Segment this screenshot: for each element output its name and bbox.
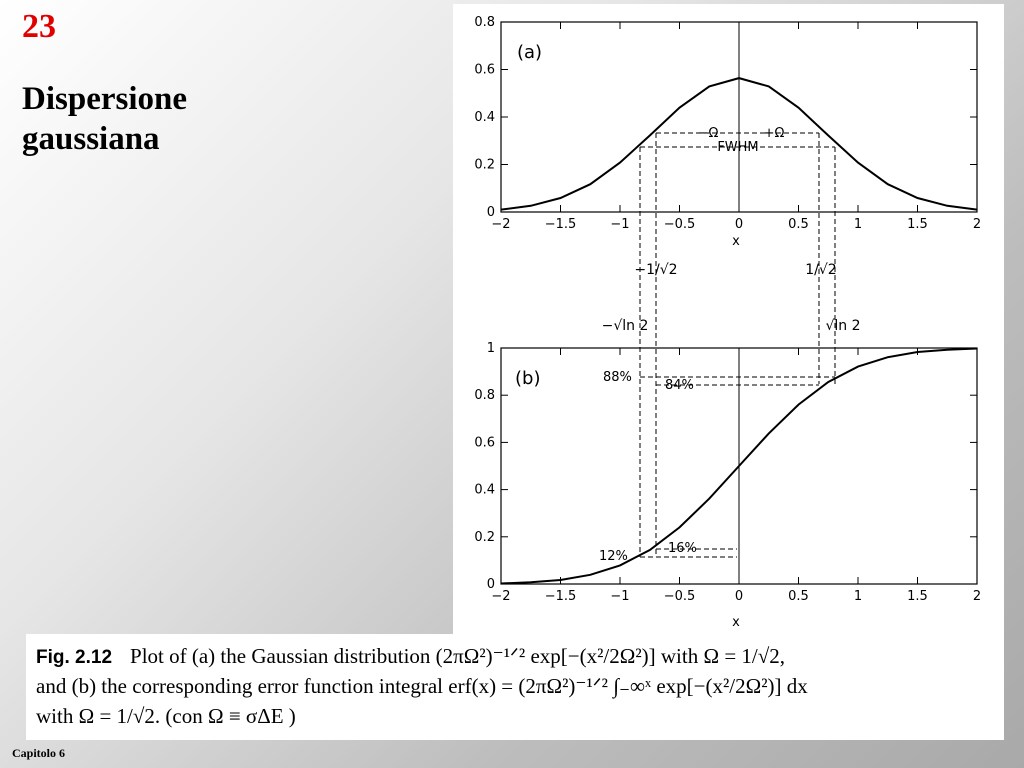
figure-svg: (a) x −2 −1.5 −1 −0.5 0 0.5 1 1.5 2 0 0.2 0.4 0.6 0.… <box>474 15 981 630</box>
plot-b-ytick-label: 0 <box>487 577 495 592</box>
plot-b-xtick-label: −2 <box>491 589 510 604</box>
plot-a-xlabel: x <box>732 234 740 249</box>
plot-b-xtick-label: −1 <box>610 589 629 604</box>
plot-b-xlabel: x <box>732 615 740 630</box>
pos-inv-sqrt2-label: 1/√2 <box>805 262 836 278</box>
plot-b-ytick-label: 0.2 <box>474 530 495 545</box>
omega-minus-label: −Ω <box>698 126 719 141</box>
caption-figure-label: Fig. 2.12 <box>36 647 113 668</box>
plot-b-xtick-label: 0.5 <box>788 589 809 604</box>
caption-line-3: with Ω = 1/√2. (con Ω ≡ σΔE ) <box>36 704 296 728</box>
neg-inv-sqrt2-label: −1/√2 <box>634 262 677 278</box>
plot-a-xtick-label: −1 <box>610 217 629 232</box>
plot-a-panel-label: (a) <box>517 42 542 63</box>
plot-a-ytick-label: 0.2 <box>474 158 495 173</box>
plot-b-ytick-label: 0.6 <box>474 435 495 450</box>
plot-a-ytick-label: 0.4 <box>474 110 495 125</box>
fwhm-label: FWHM <box>717 140 758 155</box>
pos-sqrt-ln2-label: √ln 2 <box>825 318 860 334</box>
plot-b-xtick-label: 1.5 <box>907 589 928 604</box>
plot-a-xtick-label: −0.5 <box>664 217 696 232</box>
plot-a-xtick-label: 1 <box>854 217 862 232</box>
omega-plus-label: +Ω <box>764 126 785 141</box>
pct-88-label: 88% <box>603 370 632 385</box>
caption-line-2: and (b) the corresponding error function… <box>36 674 808 698</box>
plot-a-xtick-label: 1.5 <box>907 217 928 232</box>
plot-a-ytick-label: 0.6 <box>474 63 495 78</box>
plot-a-ytick-label: 0.8 <box>474 15 495 30</box>
pct-12-label: 12% <box>599 549 628 564</box>
plot-a-xtick-label: −2 <box>491 217 510 232</box>
plot-b-xtick-label: 0 <box>735 589 743 604</box>
plot-a-xtick-label: 0 <box>735 217 743 232</box>
guide-lines <box>639 133 836 557</box>
plot-b-xtick-label: −0.5 <box>664 589 696 604</box>
plot-a-ytick-label: 0 <box>487 205 495 220</box>
plot-a-xtick-label: 0.5 <box>788 217 809 232</box>
plot-a-xtick-label: 2 <box>973 217 981 232</box>
caption-line-1: Fig. 2.12 Plot of (a) the Gaussian distri… <box>36 644 785 669</box>
plot-b-ytick-label: 0.4 <box>474 483 495 498</box>
plot-b: (b) x −2 −1.5 −1 −0.5 0 0.5 1 1.5 2 0 0.2 0.4 0.6 0.… <box>474 341 981 630</box>
plot-b-xtick-label: 2 <box>973 589 981 604</box>
plot-b-ytick-label: 0.8 <box>474 388 495 403</box>
plot-a-curve <box>500 77 978 211</box>
figure-panel: (a) x −2 −1.5 −1 −0.5 0 0.5 1 1.5 2 0 0.2 0.4 0.6 0.… <box>453 4 1004 638</box>
plot-a: (a) x −2 −1.5 −1 −0.5 0 0.5 1 1.5 2 0 0.2 0.4 0.6 0.… <box>474 15 981 249</box>
caption-box: Fig. 2.12 Plot of (a) the Gaussian distri… <box>26 634 1004 740</box>
slide-title: Dispersione gaussiana <box>22 81 187 157</box>
plot-a-xtick-label: −1.5 <box>545 217 577 232</box>
plot-b-curve <box>500 347 978 585</box>
slide-number: 23 <box>22 8 56 45</box>
plot-b-xtick-label: 1 <box>854 589 862 604</box>
neg-sqrt-ln2-label: −√ln 2 <box>602 318 649 334</box>
slide-footer: Capitolo 6 <box>12 746 66 760</box>
pct-16-label: 16% <box>668 541 697 556</box>
plot-b-ytick-label: 1 <box>487 341 495 356</box>
plot-b-panel-label: (b) <box>515 368 540 389</box>
plot-b-xtick-label: −1.5 <box>545 589 577 604</box>
caption-text-1: Plot of (a) the Gaussian distribution (2… <box>130 644 786 668</box>
pct-84-label: 84% <box>665 378 694 393</box>
